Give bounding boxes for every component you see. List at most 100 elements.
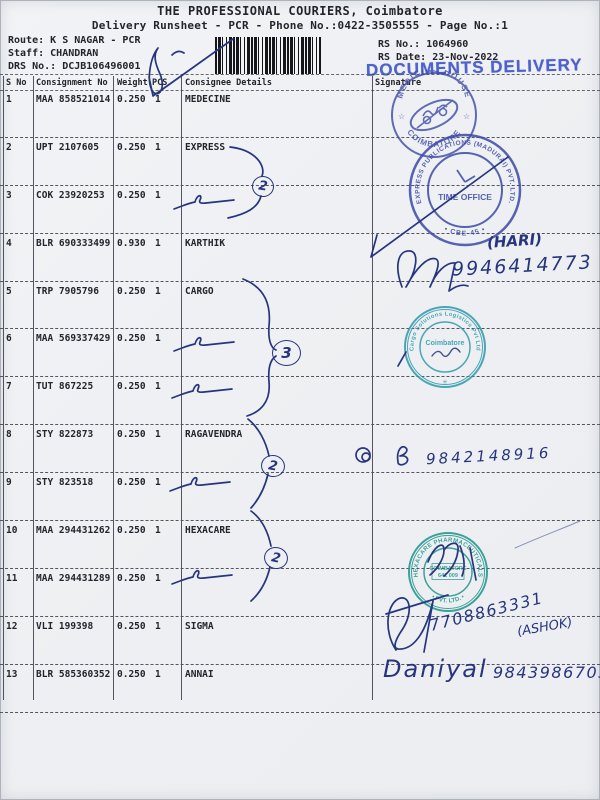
table-column-line <box>3 76 4 700</box>
delivery-tick <box>173 194 235 210</box>
cell-pcs: 1 <box>155 525 161 537</box>
cell-consignee: CARGO <box>185 285 214 297</box>
cell-consignment: STY 822873 <box>36 429 94 441</box>
cell-consignee: ANNAI <box>185 668 214 680</box>
table-column-line <box>181 76 182 700</box>
table-row: 2 UPT 2107605 0.250 1 EXPRESS <box>0 138 600 186</box>
cell-pcs: 1 <box>155 572 161 584</box>
cell-consignment: STY 823518 <box>36 477 94 489</box>
cell-pcs: 1 <box>155 381 161 393</box>
hari-name-note: (HARI) <box>486 230 543 252</box>
table-row: 1 MAA 858521014 0.250 1 MEDECINE <box>0 90 600 138</box>
cell-consignment: COK 23920253 <box>36 189 105 201</box>
pen-scribble <box>148 47 185 95</box>
group-brace-10-11 <box>250 510 272 602</box>
delivery-tick <box>173 336 235 352</box>
cell-consignment: VLI 199398 <box>36 620 94 632</box>
medicine-house-stamp: MEDICINE HOUSE COIMBATORE ☆ ☆ <box>391 70 477 158</box>
cell-pcs: 1 <box>155 620 161 632</box>
header-signature: Signature <box>375 78 422 88</box>
cell-weight: 0.250 <box>117 141 146 153</box>
cell-consignee: SIGMA <box>185 620 214 632</box>
cell-s-no: 11 <box>6 572 18 584</box>
cell-consignee: EXPRESS <box>185 141 226 153</box>
cell-s-no: 5 <box>6 285 12 297</box>
cell-consignment: UPT 2107605 <box>36 141 99 153</box>
table-row: 11 MAA 294431289 0.250 1 <box>0 569 600 617</box>
rs-no-value: 1064960 <box>426 39 469 50</box>
delivery-tick <box>171 383 233 399</box>
cell-weight: 0.250 <box>117 525 146 537</box>
cell-pcs: 1 <box>155 285 161 297</box>
pen-squiggle <box>431 347 461 358</box>
cell-pcs: 1 <box>155 189 161 201</box>
cell-weight: 0.250 <box>117 572 146 584</box>
cell-pcs: 1 <box>155 429 161 441</box>
table-row: 9 STY 823518 0.250 1 <box>0 473 600 522</box>
cell-weight: 0.250 <box>117 189 146 201</box>
stamp-center-text: Coimbatore <box>426 340 465 347</box>
header-pcs: PCS <box>152 78 168 88</box>
info-left-block: Route: K S NAGAR - PCR Staff: CHANDRAN D… <box>8 34 140 73</box>
cell-pcs: 1 <box>155 333 161 345</box>
signature-check <box>370 156 509 258</box>
table-row: 8 STY 822873 0.250 1 RAGAVENDRA <box>0 425 600 474</box>
cell-consignment: MAA 294431262 <box>36 525 111 537</box>
cell-weight: 0.250 <box>117 477 146 489</box>
pen-scribble <box>396 445 409 466</box>
cell-consignee: HEXACARE <box>185 525 231 537</box>
svg-text:• PVT. LTD. •: • PVT. LTD. • <box>430 594 465 604</box>
cell-s-no: 4 <box>6 237 12 249</box>
daniyal-phone-note: 9843986705 <box>493 663 600 682</box>
cell-s-no: 9 <box>6 477 12 489</box>
page-subtitle: Delivery Runsheet - PCR - Phone No.:0422… <box>91 19 509 32</box>
cell-s-no: 6 <box>6 333 12 345</box>
hexacare-signature <box>427 542 477 581</box>
cell-pcs: 1 <box>155 94 161 105</box>
stamp-bottom-text: • CBE-45 • <box>443 226 486 238</box>
separator <box>0 74 600 75</box>
cell-consignee: MEDECINE <box>185 94 231 105</box>
drs-label: DRS No.: <box>8 61 57 72</box>
cell-pcs: 1 <box>155 141 161 153</box>
cell-pcs: 1 <box>155 668 161 680</box>
group-brace-2-3 <box>227 146 264 219</box>
drs-value: DCJB106496001 <box>62 61 141 72</box>
table-row: 3 COK 23920253 0.250 1 <box>0 186 600 234</box>
cell-s-no: 1 <box>6 94 12 105</box>
separator <box>0 90 600 91</box>
cell-weight: 0.250 <box>117 668 146 680</box>
asterisk-icon: ✳ <box>442 379 447 386</box>
cell-consignment: BLR 690333499 <box>36 237 111 249</box>
rs-no-label: RS No.: <box>378 39 421 50</box>
hari-signature <box>397 250 469 292</box>
table-header-row: S No Consignment No Weight PCS Consignee… <box>0 78 600 90</box>
rs-date-value: 23-Nov-2022 <box>432 52 499 63</box>
table-row: 4 BLR 690333499 0.930 1 KARTHIK <box>0 234 600 282</box>
cell-consignment: TRP 7905796 <box>36 285 99 297</box>
hexacare-stamp: HEXACARE PHARMACEUTICALS • PVT. LTD. • C… <box>408 532 488 612</box>
table-row: 6 MAA 569337429 0.250 1 <box>0 329 600 378</box>
stamp-center-text: TIME OFFICE <box>438 192 492 202</box>
cell-weight: 0.250 <box>117 285 146 297</box>
pen-stray-mark <box>514 520 581 549</box>
header-consignee: Consignee Details <box>185 78 272 88</box>
cell-consignment: MAA 858521014 <box>36 94 111 105</box>
table-row: 13 BLR 585360352 0.250 1 ANNAI <box>0 665 600 713</box>
table-row: 5 TRP 7905796 0.250 1 CARGO <box>0 282 600 330</box>
clock-hands-icon <box>456 169 476 183</box>
cell-pcs: 1 <box>155 477 161 489</box>
star-icon: ☆ <box>463 112 470 121</box>
table-column-line <box>372 76 373 700</box>
pen-scribble <box>361 452 371 462</box>
header-weight: Weight <box>117 78 148 88</box>
stamp-center-line1: COIMBATORE <box>429 566 466 572</box>
table-body: 1 MAA 858521014 0.250 1 MEDECINE 2 UPT 2… <box>0 90 600 713</box>
cell-consignee: RAGAVENDRA <box>185 429 243 441</box>
rs-date-label: RS Date: <box>378 52 427 63</box>
table-column-line <box>113 76 114 700</box>
cargo-solutions-stamp: Cargo Solutions Logistics Pvt Ltd Coimba… <box>404 306 486 388</box>
cell-s-no: 2 <box>6 141 12 153</box>
route-label: Route: <box>8 35 45 46</box>
